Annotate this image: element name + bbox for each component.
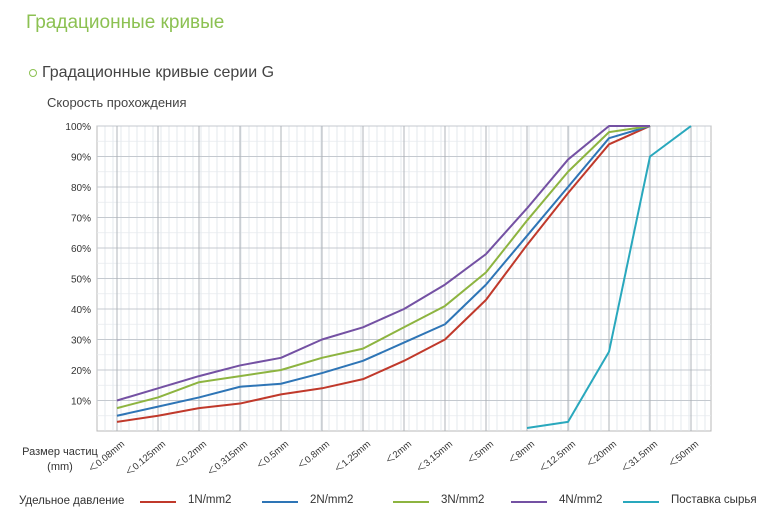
series-line-2 xyxy=(116,125,651,417)
legend: Удельное давление 1N/mm2 2N/mm2 3N/mm2 4N/m… xyxy=(0,492,766,512)
x-tick-label: ＜0.5mm xyxy=(254,439,291,472)
legend-title: Удельное давление xyxy=(19,495,125,507)
page-title: Градационные кривые xyxy=(26,12,225,33)
y-tick-label: 60% xyxy=(71,244,91,255)
x-tick-label: ＜3.15mm xyxy=(414,439,455,476)
series-line-5 xyxy=(526,125,692,429)
x-tick-label: ＜8mm xyxy=(507,439,538,467)
section-title: Градационные кривые серии G xyxy=(42,64,275,81)
section-bullet-icon xyxy=(29,69,37,77)
legend-swatch xyxy=(511,501,547,503)
x-tick-label: ＜1.25mm xyxy=(332,439,373,476)
y-tick-label: 40% xyxy=(71,305,91,316)
x-tick-label: ＜31.5mm xyxy=(619,439,660,476)
y-tick-label: 10% xyxy=(71,397,91,408)
x-axis-label: Размер частиц (mm) xyxy=(22,446,98,473)
y-tick-label: 90% xyxy=(71,153,91,164)
legend-swatch xyxy=(623,501,659,503)
y-tick-label: 80% xyxy=(71,183,91,194)
legend-swatch xyxy=(140,501,176,503)
x-tick-label: ＜0.8mm xyxy=(295,439,332,472)
x-tick-label: ＜12.5mm xyxy=(537,439,578,476)
y-tick-label: 50% xyxy=(71,275,91,286)
gradation-chart: 10%20%30%40%50%60%70%80%90%100%＜0.08mm＜0… xyxy=(22,122,712,479)
series-line-3 xyxy=(116,125,651,410)
legend-label: 4N/mm2 xyxy=(559,494,603,506)
y-axis-label: Скорость прохождения xyxy=(47,95,187,110)
x-tick-label: ＜5mm xyxy=(466,439,497,467)
legend-swatch xyxy=(393,501,429,503)
y-tick-label: 100% xyxy=(65,122,91,133)
x-tick-label: ＜50mm xyxy=(666,439,701,471)
x-tick-label: ＜0.125mm xyxy=(123,439,168,479)
y-tick-label: 70% xyxy=(71,214,91,225)
y-tick-label: 20% xyxy=(71,366,91,377)
y-tick-label: 30% xyxy=(71,336,91,347)
x-tick-label: ＜2mm xyxy=(384,439,415,467)
legend-label: Поставка сырья xyxy=(671,494,757,506)
series-line-4 xyxy=(116,125,650,402)
x-tick-label: ＜20mm xyxy=(584,439,619,471)
series-line-1 xyxy=(116,125,651,423)
legend-label: 2N/mm2 xyxy=(310,494,354,506)
x-tick-label: ＜0.315mm xyxy=(205,439,250,479)
legend-label: 1N/mm2 xyxy=(188,494,232,506)
x-tick-label: ＜0.2mm xyxy=(172,439,209,472)
legend-label: 3N/mm2 xyxy=(441,494,485,506)
legend-swatch xyxy=(262,501,298,503)
